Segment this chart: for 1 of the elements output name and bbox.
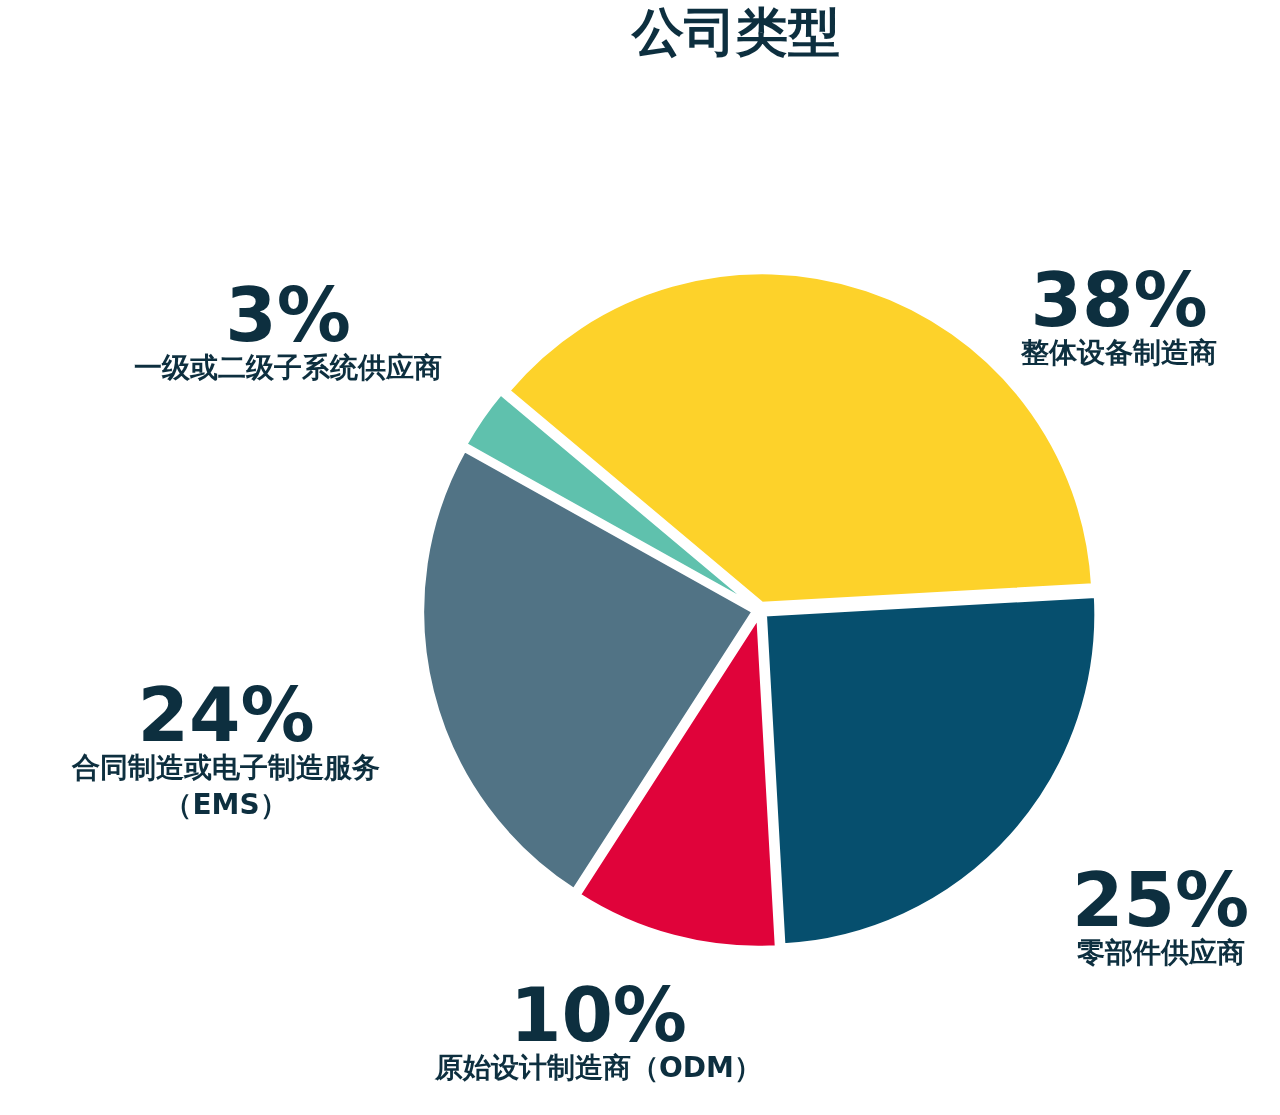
chart-title: 公司类型	[630, 2, 840, 63]
